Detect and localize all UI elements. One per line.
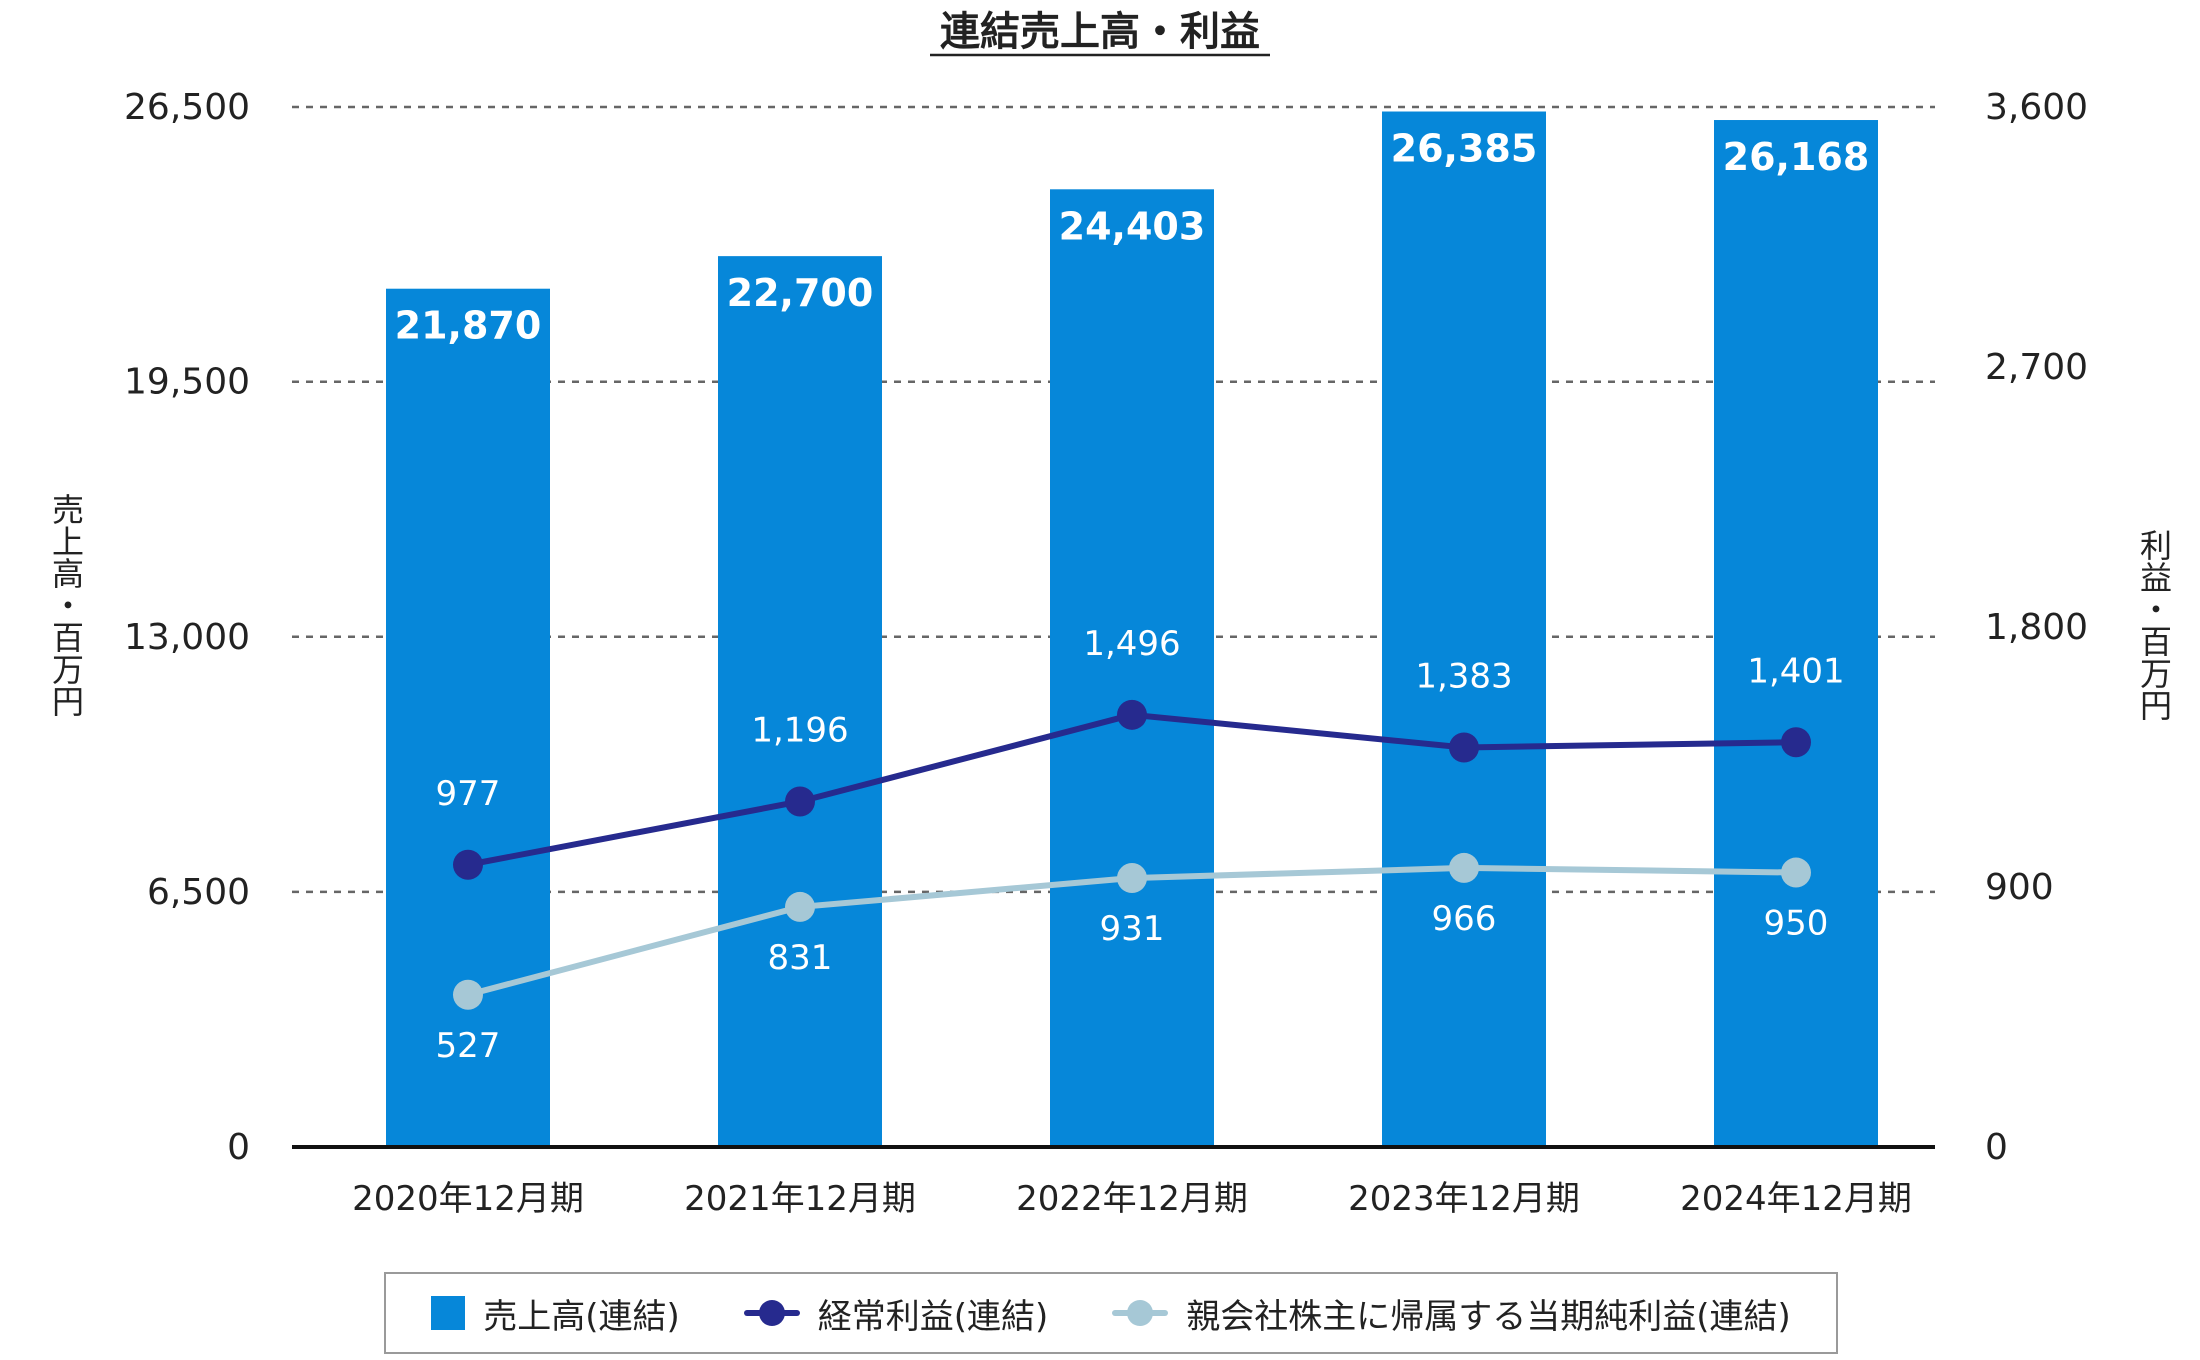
right-tick-label: 0: [1985, 1127, 2008, 1168]
point-value-label: 931: [1100, 909, 1165, 949]
bar: [386, 288, 550, 1147]
point-value-label: 966: [1432, 899, 1497, 939]
series-point: [1781, 727, 1811, 758]
right-axis-label: 利益・百万円: [2135, 529, 2173, 721]
point-value-label: 1,401: [1747, 651, 1844, 691]
series-point: [1449, 852, 1479, 883]
series-point: [785, 891, 815, 922]
point-value-label: 527: [436, 1026, 501, 1066]
x-axis-ticks: 2020年12月期 2021年12月期 2022年12月期 2023年12月期 2024…: [352, 1179, 1912, 1219]
right-axis-ticks: 0 900 1,800 2,700 3,600: [1985, 87, 2088, 1168]
legend-item-net-profit: 親会社株主に帰属する当期純利益(連結): [1112, 1289, 1791, 1338]
series-point: [1117, 863, 1147, 894]
series-point: [785, 786, 815, 817]
series-point: [453, 979, 483, 1010]
right-tick-label: 3,600: [1985, 87, 2088, 128]
bar-series: [386, 111, 1878, 1148]
left-tick-label: 13,000: [124, 617, 250, 658]
left-axis-ticks: 0 6,500 13,000 19,500 26,500: [124, 87, 250, 1168]
legend-item-ordinary-profit: 経常利益(連結): [743, 1289, 1049, 1338]
legend-item-sales: 売上高(連結): [431, 1289, 680, 1338]
bar-value-label: 22,700: [727, 271, 874, 315]
left-tick-label: 6,500: [147, 872, 250, 913]
point-value-label: 1,496: [1083, 624, 1180, 664]
series-point: [453, 849, 483, 880]
x-tick-label: 2022年12月期: [1016, 1179, 1248, 1219]
series-point: [1449, 732, 1479, 763]
x-tick-label: 2021年12月期: [684, 1179, 916, 1219]
right-tick-label: 1,800: [1985, 607, 2088, 648]
point-value-label: 1,196: [751, 710, 848, 750]
point-value-label: 1,383: [1415, 656, 1512, 696]
left-axis-label: 売上高・百万円: [47, 493, 85, 717]
bar-value-label: 26,168: [1723, 135, 1870, 179]
x-tick-label: 2024年12月期: [1680, 1179, 1912, 1219]
chart-title: 連結売上高・利益: [940, 9, 1260, 55]
legend-label-sales: 売上高(連結): [483, 1296, 680, 1337]
legend-label-ordinary-profit: 経常利益(連結): [817, 1296, 1049, 1337]
legend-line-marker-light: [1112, 1300, 1169, 1326]
legend-swatch-bar: [431, 1296, 466, 1330]
point-value-label: 977: [436, 774, 501, 814]
left-tick-label: 26,500: [124, 87, 250, 128]
bar-value-label: 24,403: [1059, 204, 1206, 248]
bar-value-labels: 21,870 22,700 24,403 26,385 26,168: [395, 127, 1870, 348]
point-value-label: 831: [768, 938, 833, 978]
left-tick-label: 0: [227, 1127, 250, 1168]
series-point: [1117, 699, 1147, 730]
legend: 売上高(連結) 経常利益(連結) 親会社株主に帰属する当期純利益(連結): [384, 1272, 1838, 1354]
legend-label-net-profit: 親会社株主に帰属する当期純利益(連結): [1186, 1296, 1791, 1337]
line-series: 977 1,196 1,496 1,383 1,401 527 831 931 966 950: [436, 624, 1845, 1066]
right-tick-label: 2,700: [1985, 347, 2088, 388]
legend-line-marker-dark: [743, 1300, 800, 1326]
bar: [1050, 189, 1214, 1147]
series-point: [1781, 857, 1811, 888]
bar: [1714, 120, 1878, 1148]
bar: [1382, 111, 1546, 1148]
point-value-label: 950: [1764, 904, 1829, 944]
x-tick-label: 2023年12月期: [1348, 1179, 1580, 1219]
right-tick-label: 900: [1985, 867, 2054, 908]
left-tick-label: 19,500: [124, 362, 250, 403]
chart-svg: 連結売上高・利益 0 6,500 13,000 19,500 26,500 0 900 1,…: [47, 9, 2173, 1219]
bar-value-label: 26,385: [1391, 127, 1538, 171]
x-tick-label: 2020年12月期: [352, 1179, 584, 1219]
bar: [718, 256, 882, 1147]
bar-value-label: 21,870: [395, 304, 542, 348]
